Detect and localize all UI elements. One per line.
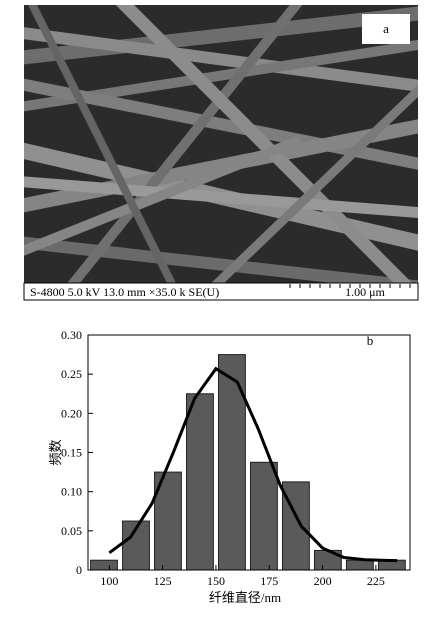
x-tick-label: 150 (207, 574, 225, 588)
x-axis-label: 纤维直径/nm (209, 590, 281, 605)
x-tick-label: 125 (154, 574, 172, 588)
x-tick-label: 175 (260, 574, 278, 588)
bar (249, 461, 278, 571)
y-tick-label: 0.30 (61, 328, 82, 342)
y-tick-label: 0 (76, 563, 82, 577)
x-tick-label: 225 (367, 574, 385, 588)
fit-curve (108, 366, 398, 563)
x-tick-label: 200 (314, 574, 332, 588)
bar (345, 559, 374, 571)
bar (90, 559, 118, 571)
y-tick-label: 0.10 (61, 485, 82, 499)
chart: 0 0.05 0.10 0.15 0.20 0.25 0.30 100 125 150 175 200… (48, 328, 411, 605)
scale-label: 1.00 μm (345, 285, 385, 299)
x-tick-label: 100 (100, 574, 118, 588)
y-tick-label: 0.25 (61, 367, 82, 381)
panel-label: b (367, 333, 374, 348)
scale-ruler (289, 284, 411, 288)
bar (218, 354, 246, 571)
bar (186, 393, 214, 571)
sem-image: a S-4800 5.0 kV 13.0 mm ×35.0 k SE(U) 1.… (23, 5, 419, 301)
panel-label-box (362, 14, 410, 44)
fibers (24, 5, 418, 283)
panel-label: a (383, 21, 389, 36)
sem-info: S-4800 5.0 kV 13.0 mm ×35.0 k SE(U) (30, 285, 219, 299)
y-axis-label: 频数 (48, 439, 63, 465)
y-tick-label: 0.20 (61, 406, 82, 420)
y-tick-label: 0.15 (61, 446, 82, 460)
y-tick-label: 0.05 (61, 524, 82, 538)
